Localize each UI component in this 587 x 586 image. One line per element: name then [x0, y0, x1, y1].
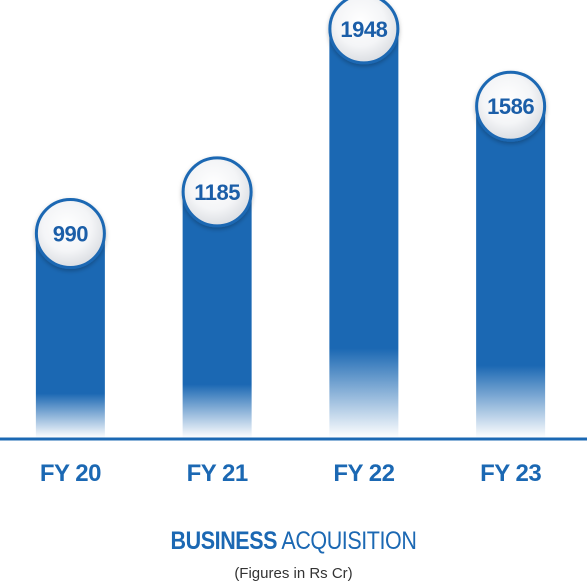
data-label: 990	[53, 222, 88, 247]
chart-title-regular: ACQUISITION	[281, 527, 417, 555]
value-bubble	[328, 0, 400, 65]
value-bubble	[34, 198, 106, 270]
value-bubble	[475, 70, 547, 142]
data-label: 1586	[487, 94, 534, 119]
bar-fy-20	[35, 235, 105, 438]
x-tick-label: FY 23	[480, 460, 541, 487]
x-tick-label: FY 21	[187, 460, 248, 487]
x-tick-label: FY 20	[40, 460, 101, 487]
bar-fy-21	[182, 193, 252, 438]
chart-subtitle: (Figures in Rs Cr)	[234, 565, 353, 582]
labels-layer: 990 FY 20 1185 FY 21 1948 FY 22 1586 FY 23	[34, 0, 547, 487]
bar-fy-22	[329, 30, 399, 439]
data-label: 1185	[194, 180, 240, 205]
data-label: 1948	[340, 17, 387, 42]
chart-title-bold: BUSINESS	[170, 527, 278, 555]
bar-fy-23	[476, 108, 546, 438]
value-bubble	[181, 156, 253, 228]
chart-title: BUSINESS ACQUISITION	[41, 527, 546, 556]
bars-layer	[35, 30, 546, 439]
x-tick-label: FY 22	[333, 460, 394, 487]
